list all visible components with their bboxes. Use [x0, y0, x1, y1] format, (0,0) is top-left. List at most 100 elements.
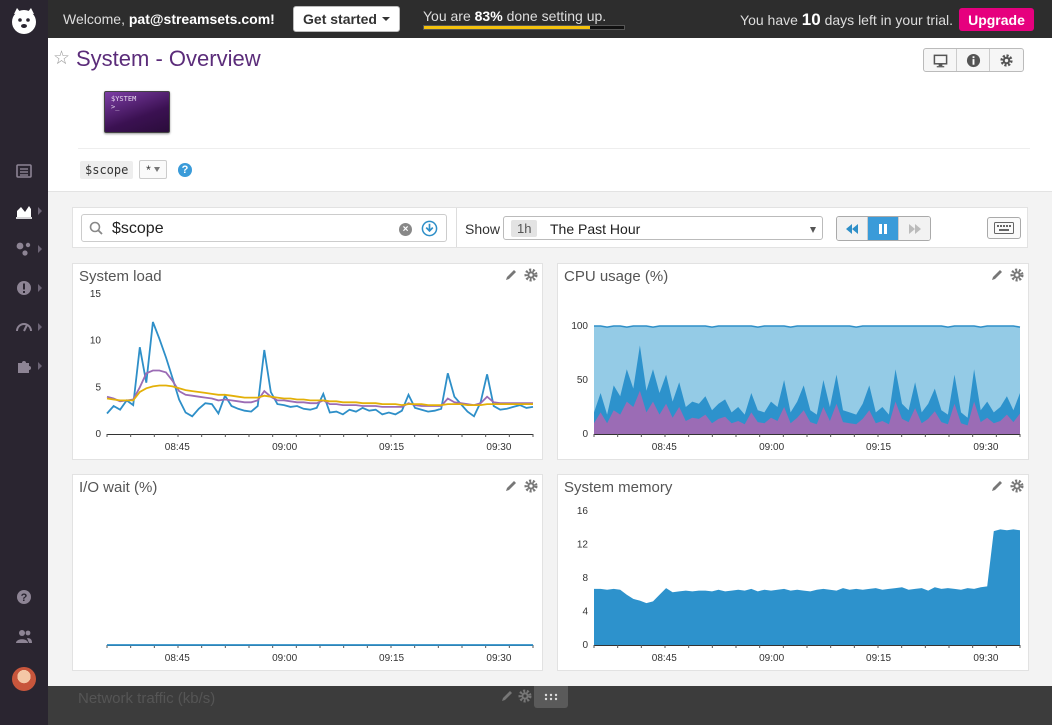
x-tick-label: 09:15 [379, 442, 404, 453]
y-tick-label: 12 [577, 540, 589, 551]
x-tick-label: 09:30 [486, 442, 511, 453]
y-tick-label: 0 [582, 640, 588, 651]
template-variable-label: $scope [80, 161, 134, 179]
y-tick-label: 15 [90, 289, 102, 300]
area-series [594, 390, 1020, 434]
alert-icon[interactable] [0, 275, 48, 301]
setup-progress-bar [423, 25, 625, 30]
system-memory-panel: System memory 0 4 8 12 16 08:45 09:00 09:15 09:3… [557, 474, 1029, 671]
trial-notice: You have 10 days left in your trial. [740, 10, 953, 30]
gear-icon[interactable] [524, 479, 538, 493]
chevron-down-icon [810, 227, 816, 233]
panel-title: System memory [564, 479, 673, 496]
tv-mode-button[interactable] [924, 49, 957, 71]
timeframe-select[interactable]: 1h The Past Hour [503, 216, 823, 240]
pause-icon [879, 223, 887, 234]
download-icon[interactable] [421, 220, 438, 237]
star-icon[interactable]: ☆ [53, 48, 71, 69]
team-icon[interactable] [0, 623, 48, 649]
scope-select[interactable]: * [139, 160, 167, 179]
cpu-usage-chart: 0 50 100 08:45 09:00 09:15 09:30 [571, 321, 1021, 453]
display-icon [933, 54, 947, 67]
rewind-button[interactable] [837, 217, 868, 240]
y-tick-label: 50 [577, 375, 589, 386]
dashboard-header: ☆ System - Overview $YSTEM >_ $scope * ? [48, 38, 1052, 192]
gear-icon[interactable] [518, 689, 532, 703]
area-series-outline [594, 325, 1021, 328]
divider [456, 208, 457, 247]
edit-icon[interactable] [504, 268, 518, 282]
get-started-button[interactable]: Get started [293, 6, 400, 32]
gear-icon[interactable] [524, 268, 538, 282]
playback-controls [836, 216, 931, 241]
progress-suffix: done setting up. [506, 8, 607, 24]
panel-actions [504, 268, 538, 282]
panel-actions [990, 479, 1024, 493]
x-tick-label: 09:30 [486, 653, 511, 664]
scope-select-value: * [146, 162, 151, 177]
chevron-down-icon [153, 167, 160, 172]
speedometer-icon[interactable] [0, 314, 48, 340]
settings-button[interactable] [990, 49, 1023, 71]
panel-title: CPU usage (%) [564, 268, 669, 285]
grip-icon [544, 693, 558, 701]
panel-actions [500, 689, 532, 703]
sidebar: ? [0, 0, 48, 725]
dashboard-tools [923, 48, 1024, 72]
search-input[interactable]: $scope × [81, 214, 447, 242]
upgrade-button[interactable]: Upgrade [959, 8, 1034, 31]
fast-forward-button[interactable] [899, 217, 930, 240]
y-tick-label: 0 [95, 429, 101, 440]
divider [78, 148, 1030, 149]
panel-title: System load [79, 268, 162, 285]
gear-icon [1000, 53, 1013, 67]
user-email: pat@streamsets.com! [128, 11, 275, 27]
progress-prefix: You are [423, 8, 471, 24]
bottom-panel-bar: Network traffic (kb/s) [48, 686, 1052, 725]
dashboard-thumbnail: $YSTEM >_ [104, 91, 170, 133]
thumbnail-line2: >_ [111, 103, 120, 111]
avatar[interactable] [12, 667, 36, 691]
area-chart-icon[interactable] [0, 198, 48, 224]
edit-icon[interactable] [990, 479, 1004, 493]
help-icon[interactable]: ? [178, 163, 192, 177]
panel-title: Network traffic (kb/s) [78, 690, 216, 707]
get-started-label: Get started [303, 11, 377, 27]
edit-icon[interactable] [500, 689, 514, 703]
drag-handle[interactable] [534, 686, 568, 708]
edit-icon[interactable] [990, 268, 1004, 282]
y-tick-label: 100 [571, 321, 588, 332]
setup-progress-fill [424, 26, 590, 29]
panel-actions [504, 479, 538, 493]
x-tick-label: 09:00 [759, 442, 784, 453]
cpu-usage-panel: CPU usage (%) 0 50 100 08:45 09:00 09:15 09:30 [557, 263, 1029, 460]
gear-icon[interactable] [1010, 479, 1024, 493]
system-memory-chart: 0 4 8 12 16 08:45 09:00 09:15 09:30 [577, 506, 1021, 664]
y-tick-label: 4 [582, 607, 588, 618]
area-series [594, 529, 1020, 645]
x-tick-label: 09:30 [973, 653, 998, 664]
timeframe-label: The Past Hour [550, 221, 641, 237]
clear-icon[interactable]: × [399, 223, 412, 236]
list-icon[interactable] [0, 158, 48, 184]
chevron-down-icon [381, 17, 390, 21]
x-tick-label: 09:15 [379, 653, 404, 664]
keyboard-shortcuts-button[interactable] [987, 217, 1021, 239]
x-tick-label: 09:00 [272, 653, 297, 664]
edit-icon[interactable] [504, 479, 518, 493]
progress-percent: 83% [474, 8, 503, 24]
infrastructure-icon[interactable] [0, 236, 48, 262]
io-wait-panel: I/O wait (%) 08:45 09:00 09:15 09:30 [72, 474, 543, 671]
system-load-chart: 0 5 10 15 08:45 09:00 09:15 09:30 [90, 289, 534, 453]
info-button[interactable] [957, 49, 990, 71]
gear-icon[interactable] [1010, 268, 1024, 282]
puzzle-icon[interactable] [0, 353, 48, 379]
help-icon[interactable]: ? [0, 584, 48, 610]
thumbnail-line1: $YSTEM [111, 95, 137, 103]
welcome-text: Welcome, pat@streamsets.com! [63, 11, 275, 27]
panel-actions [990, 268, 1024, 282]
fast-forward-icon [908, 223, 921, 234]
x-tick-label: 08:45 [652, 653, 677, 664]
datadog-logo-icon[interactable] [8, 5, 40, 37]
pause-button[interactable] [868, 217, 899, 240]
